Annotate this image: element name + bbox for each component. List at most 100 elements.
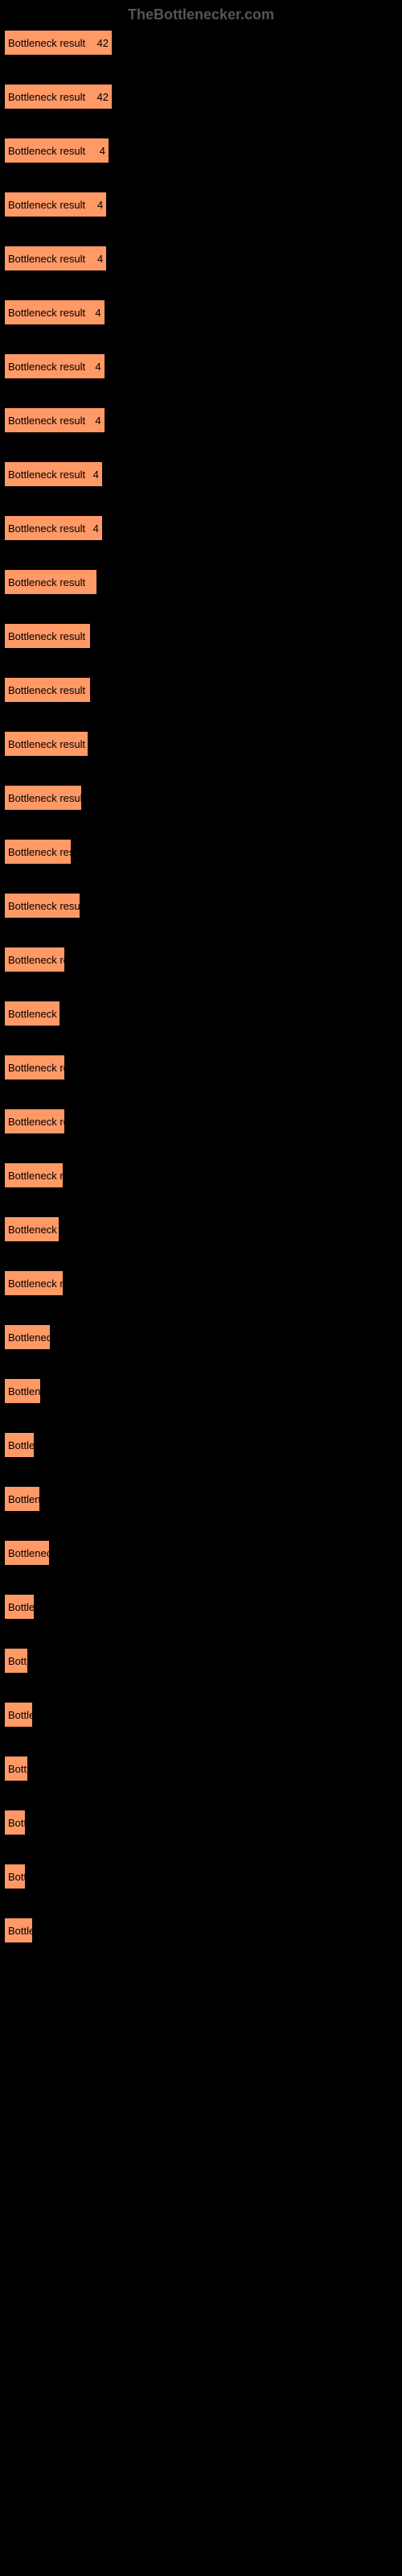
- bar-row: Bottleneck result 4: [4, 353, 398, 379]
- bar-label: Bottleneck result: [5, 738, 85, 750]
- bar: Bottleneck result 4: [4, 515, 103, 541]
- bar-row: Bottleneck result: [4, 677, 398, 703]
- bar-label: Bottlene: [5, 1709, 32, 1721]
- bar-value: 4: [95, 415, 100, 427]
- bar-row: Bottleneck result 4: [4, 515, 398, 541]
- bar: Bottlene: [4, 1918, 33, 1943]
- bar-label: Bottleneck result: [5, 307, 85, 319]
- bar-label: Bottleneck result: [5, 522, 85, 535]
- bar-row: Bottleneck result: [4, 947, 398, 972]
- bar-label: Bottleneck: [5, 1493, 39, 1505]
- bar: Bottler: [4, 1648, 28, 1674]
- bar-label: Bottlene: [5, 1601, 34, 1613]
- bar: Bottleneck re: [4, 1324, 51, 1350]
- bar-label: Bottleneck result: [5, 1062, 64, 1074]
- bar-label: Bottlene: [5, 1439, 34, 1451]
- bar-row: Bottleneck result: [4, 1001, 398, 1026]
- bar: Bottlene: [4, 1702, 33, 1728]
- bar: Bottleneck result: [4, 677, 91, 703]
- bar: Bottle: [4, 1864, 26, 1889]
- bar-label: Bottleneck result: [5, 1278, 63, 1290]
- bar: Bottleneck result4: [4, 192, 107, 217]
- bar-row: Bottleneck result 4: [4, 299, 398, 325]
- bar: Bottleneck result: [4, 1001, 60, 1026]
- bar-row: Bottleneck result4: [4, 138, 398, 163]
- bar-label: Bottleneck result: [5, 792, 81, 804]
- bar: Bottleneck result: [4, 893, 80, 919]
- bar: Bottleneck result: [4, 623, 91, 649]
- bar-row: Bottlene: [4, 1918, 398, 1943]
- bar-value: 4: [95, 307, 100, 319]
- bar: Bottleneck result: [4, 785, 82, 811]
- bar: Bottleneck result: [4, 1162, 64, 1188]
- bar-label: Bottleneck: [5, 1385, 40, 1397]
- bar: Bottleneck result4: [4, 138, 109, 163]
- bar-label: Bottleneck result: [5, 1170, 63, 1182]
- bar-label: Bottleneck result: [5, 630, 85, 642]
- bar-label: Bottleneck result: [5, 900, 80, 912]
- bar-value: 4: [95, 361, 100, 373]
- bar-row: Bottleneck result: [4, 731, 398, 757]
- bar-row: Bottleneck result: [4, 623, 398, 649]
- bar: Bottler: [4, 1756, 28, 1781]
- bar: Bottleneck result: [4, 1108, 65, 1134]
- bar-label: Bottleneck re: [5, 1331, 50, 1344]
- bar-value: 42: [97, 91, 109, 103]
- chart-container: Bottleneck result42Bottleneck result42Bo…: [0, 30, 402, 1943]
- bar-row: Bottleneck result 4: [4, 407, 398, 433]
- bar-row: Bottlene: [4, 1432, 398, 1458]
- bar-row: Bottleneck: [4, 1378, 398, 1404]
- bar: Bottleneck result: [4, 1055, 65, 1080]
- bar-label: Bottleneck result: [5, 199, 85, 211]
- bar-label: Bottleneck result: [5, 361, 85, 373]
- bar-label: Bottler: [5, 1655, 27, 1667]
- bar-row: Bottler: [4, 1648, 398, 1674]
- bar-value: 4: [97, 253, 103, 265]
- bar-row: Bottleneck result: [4, 839, 398, 865]
- bar: Bottle: [4, 1810, 26, 1835]
- bar-label: Bottleneck result: [5, 846, 71, 858]
- bar: Bottleneck result4: [4, 246, 107, 271]
- bar-row: Bottleneck result: [4, 1162, 398, 1188]
- bar-value: 42: [97, 37, 109, 49]
- bar-label: Bottleneck result: [5, 37, 85, 49]
- bar-row: Bottle: [4, 1810, 398, 1835]
- bar-row: Bottle: [4, 1864, 398, 1889]
- bar: Bottleneck result 42: [4, 84, 113, 109]
- bar-row: Bottleneck result: [4, 785, 398, 811]
- bar-label: Bottle: [5, 1871, 25, 1883]
- bar-row: Bottleneck result 42: [4, 30, 398, 56]
- bar: Bottleneck result: [4, 947, 65, 972]
- bar: Bottleneck result: [4, 569, 97, 595]
- bar-label: Bottle: [5, 1817, 25, 1829]
- bar-row: Bottleneck result: [4, 1055, 398, 1080]
- bar-label: Bottleneck result: [5, 415, 85, 427]
- bar-label: Bottleneck result: [5, 469, 85, 481]
- bar: Bottleneck: [4, 1378, 41, 1404]
- bar-row: Bottler: [4, 1756, 398, 1781]
- bar-value: 4: [93, 522, 99, 535]
- bar-label: Bottleneck resul: [5, 1224, 59, 1236]
- bar: Bottleneck result: [4, 1270, 64, 1296]
- bar-label: Bottleneck result: [5, 954, 64, 966]
- bar: Bottleneck: [4, 1486, 40, 1512]
- bar-label: Bottleneck result: [5, 684, 85, 696]
- bar-row: Bottleneck result: [4, 1108, 398, 1134]
- bar-label: Bottler: [5, 1763, 27, 1775]
- bar-row: Bottleneck re: [4, 1540, 398, 1566]
- bar-row: Bottleneck resul: [4, 1216, 398, 1242]
- bar-label: Bottleneck result: [5, 576, 85, 588]
- bar: Bottleneck result: [4, 731, 88, 757]
- bar: Bottleneck result 4: [4, 299, 105, 325]
- bar-label: Bottleneck result: [5, 145, 85, 157]
- bar-label: Bottleneck re: [5, 1547, 49, 1559]
- watermark-text: TheBottlenecker.com: [0, 0, 402, 30]
- bar: Bottleneck result: [4, 839, 72, 865]
- bar-label: Bottlene: [5, 1925, 32, 1937]
- bar: Bottleneck result 4: [4, 353, 105, 379]
- bar-row: Bottleneck result4: [4, 192, 398, 217]
- bar: Bottleneck re: [4, 1540, 50, 1566]
- bar: Bottleneck resul: [4, 1216, 59, 1242]
- bar-label: Bottleneck result: [5, 91, 85, 103]
- bar-row: Bottleneck result4: [4, 461, 398, 487]
